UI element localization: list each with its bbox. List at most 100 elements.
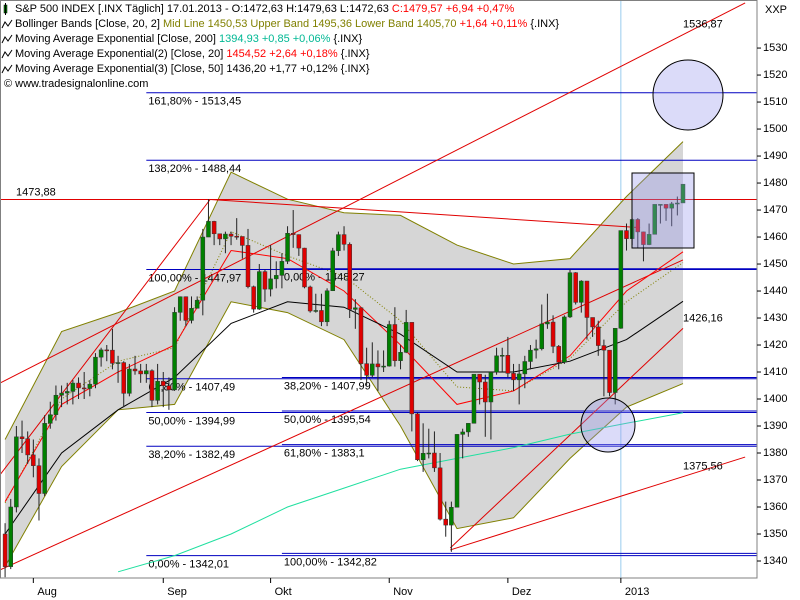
candle-body [234,235,239,238]
candle-body [652,204,657,235]
candle-body [499,355,505,357]
candle-body [612,328,618,393]
candle-body [98,349,104,358]
fib-label: 61,80% - 1407,49 [148,382,235,394]
candle-body [53,394,59,415]
fib-label: 38,20% - 1407,99 [284,380,371,392]
candle-body [211,221,217,235]
candle-body [567,272,573,318]
candle-body [189,308,194,321]
legend-part: Moving Average Exponential [Close, 200] [15,33,219,45]
candle-body [539,323,545,350]
legend-entry: S&P 500 INDEX [.INX Täglich] 17.01.2013 … [15,3,514,15]
legend-part: 1454,52 +2,64 +0,18% [226,48,340,60]
candle-body [223,233,228,240]
y-tick-label: 1470 [763,204,787,216]
candle-body [194,299,200,309]
legend-part: Bollinger Bands [Close, 20, 2] [15,18,163,30]
candle-body [533,348,539,351]
candle-body [262,271,268,290]
candle-body [217,233,223,240]
candle-body [364,363,369,376]
candle-body [370,363,375,376]
candle-body [290,233,296,235]
candle-body [87,383,93,389]
candle-body [240,236,245,246]
candle-body [307,286,313,312]
fib-label: 38,20% - 1382,49 [148,449,235,461]
legend: S&P 500 INDEX [.INX Täglich] 17.01.2013 … [1,3,559,90]
candle-body [8,506,13,567]
legend-part: {.INX} [341,63,370,75]
legend-icon [1,49,13,59]
candle-body [403,322,409,353]
candle-body [14,436,19,508]
trend-line [0,2,746,384]
candle-body [347,244,352,310]
candle-body [302,247,307,288]
fib-label: 161,80% - 1513,45 [148,96,241,108]
y-tick-label: 1520 [763,69,787,81]
candle-body [398,352,403,361]
candle-body [19,436,25,439]
support-circle [580,397,636,453]
candle-body [149,370,155,401]
candle-body [624,230,629,239]
candle-body [449,507,454,526]
candle-body [483,381,488,403]
candle-body [675,202,680,205]
candle-body [341,234,347,245]
candle-body [545,321,550,325]
legend-part: {.INX} [530,18,559,30]
candle-body [601,345,607,351]
candle-body [273,275,279,280]
moving-average [4,300,684,535]
candle-body [166,385,172,391]
y-tick-label: 1450 [763,258,787,270]
plot-area: 161,80% - 1513,45 138,20% - 1488,44 100,00… [0,0,757,578]
legend-part: C:1479,57 +6,94 +0,47% [392,3,515,15]
candle-body [42,423,47,494]
candle-body [313,310,319,312]
candle-body [550,321,556,347]
candle-body [127,368,132,394]
candle-body [437,467,443,520]
legend-icon [1,34,13,44]
y-tick-label: 1350 [763,528,787,540]
candle-body [104,349,110,352]
y-tick-label: 1500 [763,123,787,135]
y-tick-label: 1390 [763,420,787,432]
candle-body [285,233,290,262]
plot-border [0,0,758,579]
trend-label: 1426,16 [683,312,723,324]
y-tick-label: 1530 [763,42,787,54]
candle-body [353,307,358,310]
axes: 1340 1350 1360 1370 1380 1390 1400 1410 1420 1430… [32,42,787,598]
candle-body [330,250,335,292]
candle-body [386,324,392,367]
fib-label: 138,20% - 1488,44 [148,163,241,175]
candle-body [358,307,364,364]
candle-body [36,465,42,494]
candle-body [488,372,494,403]
y-tick-label: 1400 [763,393,787,405]
candle-body [420,453,426,461]
candle-body [25,438,30,456]
candle-body [415,413,420,461]
fib-label: 0,00% - 1342,01 [148,558,229,570]
y-tick-label: 1480 [763,177,787,189]
trend-label: 1536,87 [683,19,723,31]
candle-body [460,431,465,435]
candle-body [432,452,437,469]
candle-body [426,452,432,455]
copyright: © www.tradesignalonline.com [4,78,148,90]
y-tick-label: 1440 [763,285,787,297]
candle-body [319,310,324,323]
candle-body [516,373,522,381]
legend-entry: Moving Average Exponential [Close, 200] … [15,33,363,45]
candle-body [669,203,674,209]
x-tick-label: Sep [167,586,187,598]
y-tick-label: 1420 [763,339,787,351]
